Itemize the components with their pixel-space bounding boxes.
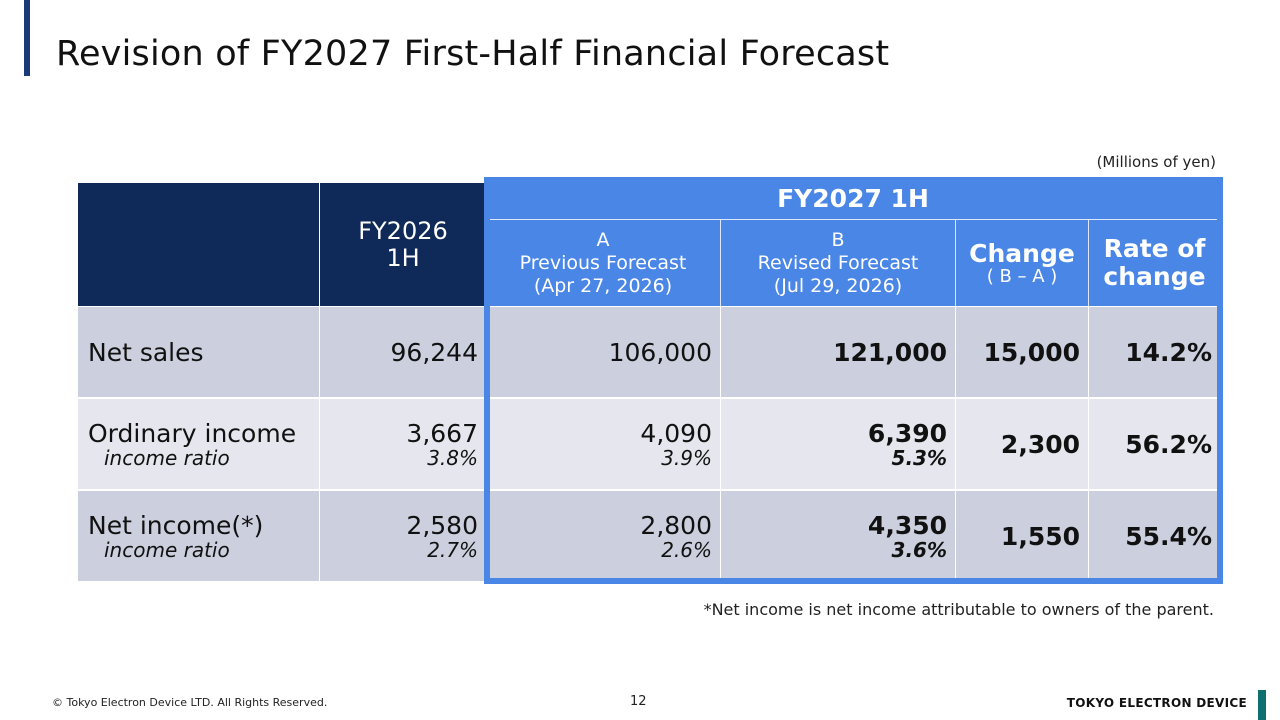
header-fy2026: FY2026 1H bbox=[320, 183, 486, 306]
row-net-sales-a: 106,000 bbox=[486, 307, 721, 397]
row-net-sales-label: Net sales bbox=[78, 307, 319, 397]
cell-value: 2,300 bbox=[1000, 429, 1080, 459]
cell-ratio: 2.6% bbox=[661, 537, 712, 562]
cell-value: 1,550 bbox=[1000, 521, 1080, 551]
header-fy2027-group: FY2027 1H bbox=[486, 177, 1220, 220]
row-sub-label: income ratio bbox=[104, 537, 230, 562]
cell-ratio: 2.7% bbox=[427, 537, 478, 562]
brand-accent-bar bbox=[1258, 690, 1266, 720]
row-net-income-b: 4,350 3.6% bbox=[721, 491, 956, 581]
cell-value: 15,000 bbox=[983, 337, 1080, 367]
cell-value: 2,800 bbox=[640, 510, 712, 540]
row-net-sales-rate: 14.2% bbox=[1089, 307, 1220, 397]
row-ordinary-income-rate: 56.2% bbox=[1089, 399, 1220, 489]
header-col-b: B Revised Forecast (Jul 29, 2026) bbox=[721, 220, 956, 306]
row-net-income-fy2026: 2,580 2.7% bbox=[320, 491, 486, 581]
row-ordinary-income-fy2026: 3,667 3.8% bbox=[320, 399, 486, 489]
header-rate-label: Rate of change bbox=[1103, 234, 1206, 291]
header-col-a: A Previous Forecast (Apr 27, 2026) bbox=[486, 220, 721, 306]
row-ordinary-income-label: Ordinary income income ratio bbox=[78, 399, 319, 489]
row-sub-label: income ratio bbox=[104, 445, 230, 470]
copyright: © Tokyo Electron Device LTD. All Rights … bbox=[52, 696, 328, 709]
header-col-a-label: A Previous Forecast (Apr 27, 2026) bbox=[519, 228, 687, 297]
cell-value: 55.4% bbox=[1125, 521, 1212, 551]
page-title: Revision of FY2027 First-Half Financial … bbox=[56, 34, 890, 74]
header-blank-cell bbox=[78, 183, 319, 306]
row-label-text: Ordinary income bbox=[88, 418, 297, 448]
header-fy2027-label: FY2027 1H bbox=[777, 183, 929, 213]
header-col-b-label: B Revised Forecast (Jul 29, 2026) bbox=[757, 228, 919, 297]
cell-value: 121,000 bbox=[833, 337, 947, 367]
unit-label: (Millions of yen) bbox=[1096, 153, 1216, 171]
row-ordinary-income-b: 6,390 5.3% bbox=[721, 399, 956, 489]
cell-value: 4,090 bbox=[640, 418, 712, 448]
cell-value: 3,667 bbox=[406, 418, 478, 448]
header-rate: Rate of change bbox=[1089, 220, 1220, 306]
cell-value: 56.2% bbox=[1125, 429, 1212, 459]
title-accent-bar bbox=[24, 0, 30, 76]
header-change: Change ( B – A ) bbox=[956, 220, 1089, 306]
brand-logo: TOKYO ELECTRON DEVICE bbox=[1066, 696, 1247, 710]
cell-value: 6,390 bbox=[867, 418, 947, 448]
cell-value: 106,000 bbox=[608, 337, 712, 367]
header-change-sub: ( B – A ) bbox=[986, 265, 1058, 287]
row-label-text: Net sales bbox=[88, 337, 204, 367]
cell-ratio: 5.3% bbox=[891, 445, 947, 470]
row-ordinary-income-change: 2,300 bbox=[956, 399, 1089, 489]
row-net-sales-b: 121,000 bbox=[721, 307, 956, 397]
footnote: *Net income is net income attributable t… bbox=[703, 600, 1214, 619]
row-net-sales-change: 15,000 bbox=[956, 307, 1089, 397]
cell-ratio: 3.9% bbox=[661, 445, 712, 470]
page-number: 12 bbox=[630, 694, 647, 709]
cell-value: 2,580 bbox=[406, 510, 478, 540]
row-net-income-change: 1,550 bbox=[956, 491, 1089, 581]
cell-value: 96,244 bbox=[390, 337, 478, 367]
row-ordinary-income-a: 4,090 3.9% bbox=[486, 399, 721, 489]
cell-value: 4,350 bbox=[867, 510, 947, 540]
cell-ratio: 3.8% bbox=[427, 445, 478, 470]
header-fy2026-label: FY2026 1H bbox=[358, 216, 448, 272]
row-net-income-label: Net income(*) income ratio bbox=[78, 491, 319, 581]
header-change-title: Change bbox=[969, 238, 1075, 268]
row-net-income-a: 2,800 2.6% bbox=[486, 491, 721, 581]
row-label-text: Net income(*) bbox=[88, 510, 264, 540]
row-net-sales-fy2026: 96,244 bbox=[320, 307, 486, 397]
row-net-income-rate: 55.4% bbox=[1089, 491, 1220, 581]
cell-value: 14.2% bbox=[1125, 337, 1212, 367]
cell-ratio: 3.6% bbox=[891, 537, 947, 562]
